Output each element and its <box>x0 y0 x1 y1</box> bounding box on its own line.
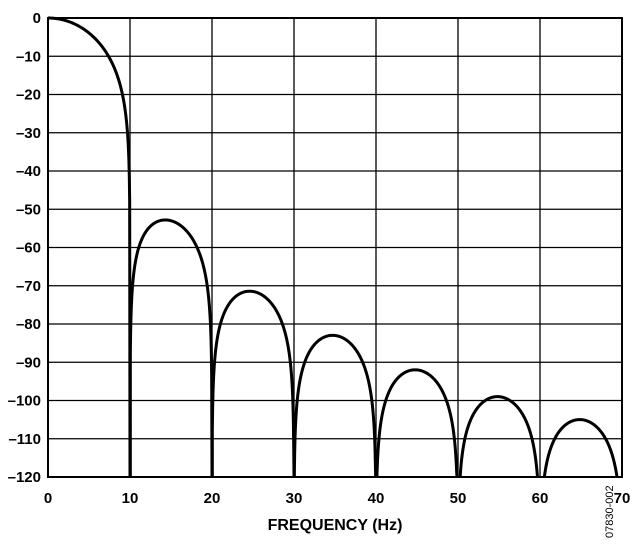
plot-frame <box>47 17 623 478</box>
y-tick-label: –10 <box>16 48 41 65</box>
x-axis-title: FREQUENCY (Hz) <box>268 517 403 534</box>
y-tick-label: –120 <box>8 469 41 486</box>
grid <box>48 18 622 477</box>
y-tick-label: –50 <box>16 201 41 218</box>
y-tick-label: –20 <box>16 87 41 104</box>
y-tick-label: –110 <box>8 431 41 448</box>
y-tick-label: –100 <box>8 393 41 410</box>
figure-id: 07830-002 <box>604 485 616 538</box>
x-tick-label: 50 <box>450 490 467 507</box>
x-tick-label: 10 <box>122 490 139 507</box>
y-tick-label: –40 <box>16 163 41 180</box>
y-tick-label: –30 <box>16 125 41 142</box>
response-curve <box>46 16 619 478</box>
y-tick-label: –60 <box>16 240 41 257</box>
x-tick-label: 60 <box>532 490 549 507</box>
x-tick-label: 30 <box>286 490 303 507</box>
x-tick-label: 70 <box>614 490 631 507</box>
x-tick-label: 20 <box>204 490 221 507</box>
x-tick-label: 0 <box>44 490 52 507</box>
y-axis-ticks: 0 –10 –20 –30 –40 –50 –60 –70 –80 –90 –100 –110 –120 <box>8 10 41 486</box>
x-tick-label: 40 <box>368 490 385 507</box>
x-axis-ticks: 0 10 20 30 40 50 60 70 <box>44 490 631 507</box>
y-tick-label: –80 <box>16 316 41 333</box>
y-tick-label: –90 <box>16 354 41 371</box>
y-tick-label: 0 <box>33 10 41 27</box>
y-tick-label: –70 <box>16 278 41 295</box>
